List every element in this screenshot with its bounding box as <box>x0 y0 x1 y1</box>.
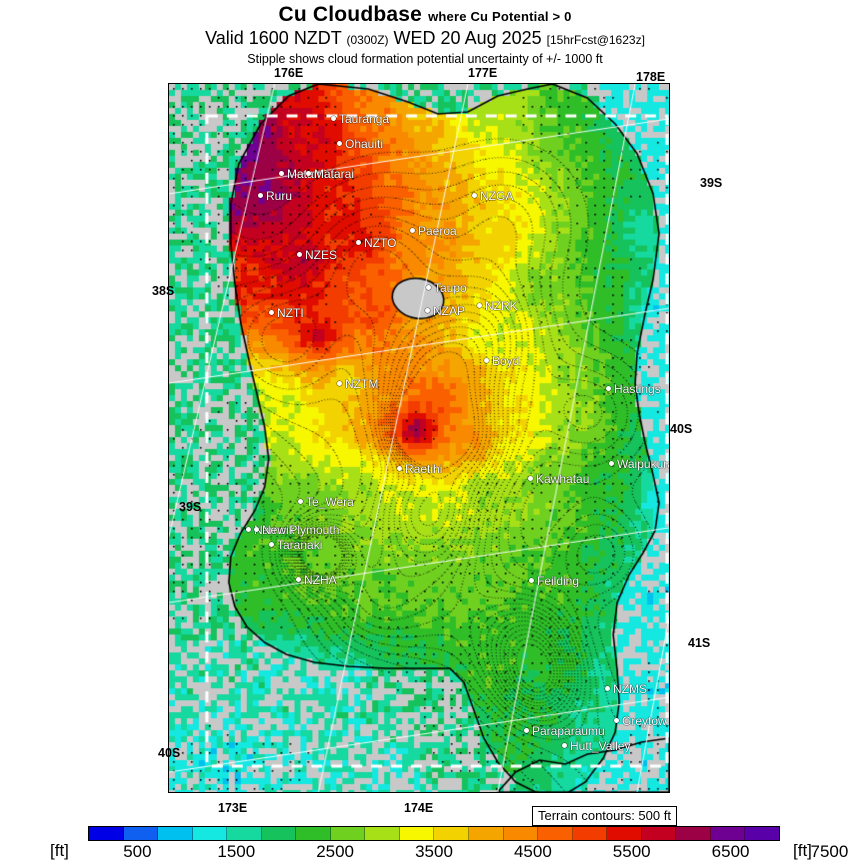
axis-label-176E: 176E <box>274 66 304 80</box>
colorbar-swatch-1 <box>123 827 159 840</box>
colorbar-tick-6500: 6500 <box>711 842 750 861</box>
colorbar-swatch-17 <box>676 827 711 840</box>
colorbar-swatch-14 <box>572 827 608 840</box>
colorbar-units-right: [ft] <box>793 841 812 860</box>
colorbar-tick-4500: 4500 <box>513 842 552 861</box>
colorbar-swatch-2 <box>158 827 193 840</box>
colorbar-swatch-0 <box>89 827 124 840</box>
axis-label-40S: 40S <box>158 746 181 760</box>
map-frame[interactable]: Tauranga Ohauiti Matamata Matarai Ruru NZGA Pa… <box>168 83 670 793</box>
colorbar-swatch-4 <box>227 827 262 840</box>
colorbar-swatch-9 <box>399 827 435 840</box>
axis-label-39S: 39S <box>700 176 723 190</box>
colorbar-tick-500: 500 <box>123 842 152 861</box>
axis-label-178E: 178E <box>636 70 666 84</box>
colorbar-tick-5500: 5500 <box>612 842 651 861</box>
valid-date: WED 20 Aug 2025 <box>393 28 542 48</box>
terrain-contour-legend: Terrain contours: 500 ft <box>532 806 677 826</box>
colorbar-tick-2500: 2500 <box>316 842 355 861</box>
stipple-note: Stipple shows cloud formation potential … <box>247 52 603 66</box>
colorbar-swatch-5 <box>261 827 297 840</box>
cloudbase-heatmap <box>169 84 669 792</box>
forecast-tag: [15hrFcst@1623z] <box>546 33 645 47</box>
colorbar-swatch-11 <box>469 827 504 840</box>
colorbar-swatch-19 <box>745 827 779 840</box>
colorbar-swatch-3 <box>192 827 228 840</box>
valid-utc: (0300Z) <box>346 33 389 47</box>
axis-label-174E: 174E <box>404 801 434 815</box>
colorbar-tick-1500: 1500 <box>217 842 256 861</box>
colorbar-block: [ft] [ft] 500 1500 2500 3500 4500 5500 6500 750… <box>0 824 850 861</box>
chart-title: Cu Cloudbase <box>278 3 423 26</box>
title-condition: where Cu Potential > 0 <box>428 9 572 24</box>
title-line-main: Cu Cloudbase where Cu Potential > 0 <box>0 4 850 28</box>
colorbar-tick-7500: 7500 <box>810 842 849 861</box>
colorbar-swatch-12 <box>503 827 539 840</box>
axis-label-39S: 39S <box>179 500 202 514</box>
axis-label-177E: 177E <box>468 66 498 80</box>
colorbar-swatch-10 <box>434 827 470 840</box>
colorbar-scale <box>88 826 780 841</box>
colorbar-swatch-8 <box>365 827 400 840</box>
colorbar-swatch-6 <box>296 827 331 840</box>
axis-label-38S: 38S <box>152 284 175 298</box>
colorbar-swatch-7 <box>330 827 366 840</box>
axis-label-40S: 40S <box>670 422 693 436</box>
colorbar-swatch-15 <box>607 827 642 840</box>
axis-label-173E: 173E <box>218 801 248 815</box>
colorbar-tick-3500: 3500 <box>415 842 453 861</box>
colorbar-swatch-18 <box>710 827 746 840</box>
colorbar-swatch-13 <box>538 827 573 840</box>
axis-label-41S: 41S <box>688 636 711 650</box>
title-line-valid: Valid 1600 NZDT (0300Z) WED 20 Aug 2025 … <box>0 28 850 51</box>
colorbar-swatch-16 <box>641 827 677 840</box>
colorbar-units-left: [ft] <box>50 841 69 860</box>
valid-time: Valid 1600 NZDT <box>205 28 342 48</box>
title-block: Cu Cloudbase where Cu Potential > 0 Vali… <box>0 4 850 67</box>
